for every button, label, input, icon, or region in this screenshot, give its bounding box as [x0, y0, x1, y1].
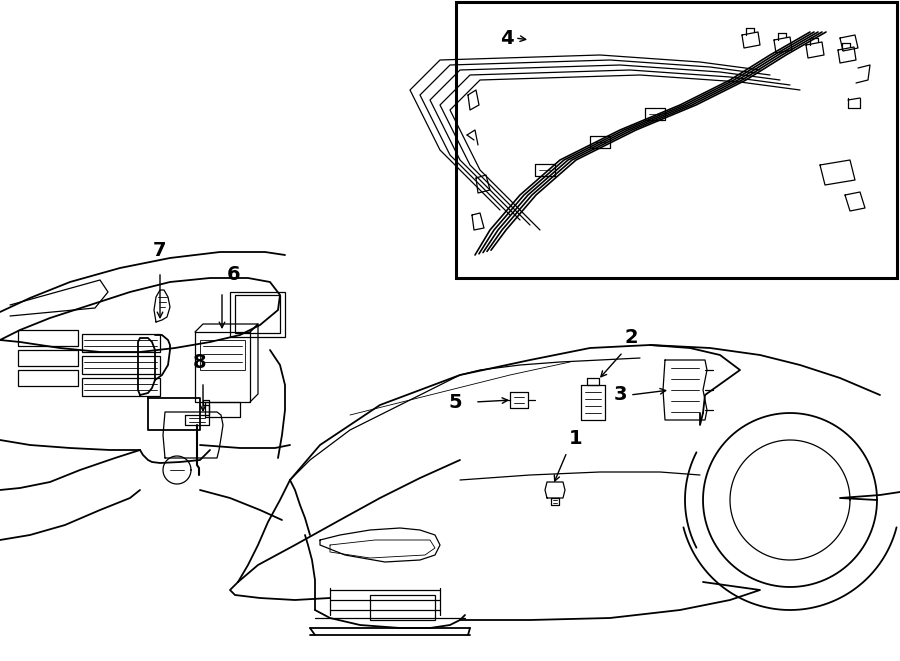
- Text: 4: 4: [500, 28, 514, 48]
- Text: 3: 3: [614, 385, 627, 405]
- Text: 5: 5: [448, 393, 462, 412]
- Bar: [200, 340, 245, 370]
- Text: 6: 6: [227, 265, 240, 284]
- Text: 7: 7: [153, 241, 166, 260]
- Text: 1: 1: [569, 429, 582, 448]
- Bar: [456, 2, 897, 278]
- Bar: [230, 292, 285, 337]
- Bar: [235, 295, 280, 333]
- Text: 8: 8: [194, 353, 207, 372]
- Bar: [82, 356, 160, 374]
- Bar: [18, 330, 78, 346]
- Bar: [18, 370, 78, 386]
- Bar: [82, 378, 160, 396]
- Bar: [82, 334, 160, 352]
- Bar: [370, 595, 435, 620]
- Bar: [18, 350, 78, 366]
- Text: 2: 2: [625, 328, 639, 347]
